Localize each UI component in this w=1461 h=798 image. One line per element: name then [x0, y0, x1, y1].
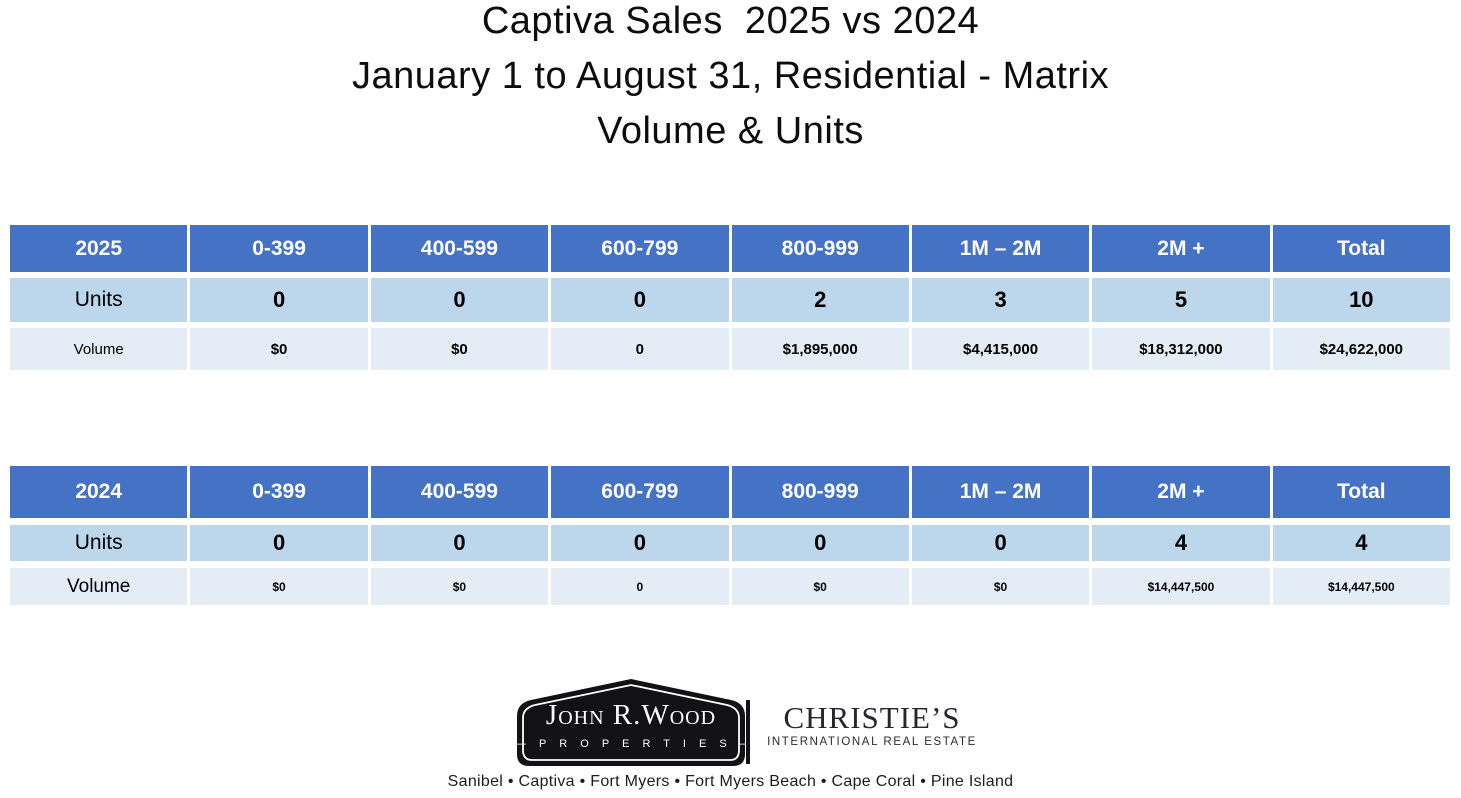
column-header: 1M – 2M — [911, 466, 1090, 518]
units-cell: 0 — [911, 525, 1090, 561]
title-line-3: Volume & Units — [597, 110, 864, 152]
christies-logo: CHRISTIE’S INTERNATIONAL REAL ESTATE — [762, 700, 982, 749]
column-header: 400-599 — [370, 466, 549, 518]
units-cell: 4 — [1092, 525, 1270, 561]
volume-cell: $4,415,000 — [911, 328, 1090, 370]
volume-cell: 0 — [551, 568, 729, 605]
units-total-cell: 10 — [1272, 278, 1450, 322]
volume-cell: $0 — [190, 568, 368, 605]
column-header: 0-399 — [190, 225, 368, 272]
title-line-2: January 1 to August 31, Residential - Ma… — [351, 55, 1110, 97]
john-r-wood-logo: John R.Wood — P R O P E R T I E S — — [515, 676, 756, 768]
volume-cell: $1,895,000 — [731, 328, 909, 370]
john-r-wood-wordmark: John R.Wood — [545, 699, 717, 731]
units-cell: 3 — [911, 278, 1090, 322]
volume-row-label: Volume — [10, 568, 188, 605]
column-header-total: Total — [1272, 466, 1450, 518]
christies-subtitle: INTERNATIONAL REAL ESTATE — [767, 736, 977, 748]
column-header: 2M + — [1092, 225, 1270, 272]
volume-total-cell: $24,622,000 — [1272, 328, 1450, 370]
properties-label: — P R O P E R T I E S — — [515, 738, 756, 750]
volume-cell: $0 — [911, 568, 1090, 605]
units-row-label: Units — [10, 525, 188, 561]
volume-cell: $0 — [370, 328, 549, 370]
column-header: 0-399 — [190, 466, 368, 518]
sales-table-2024: 2024 0-399 400-599 600-799 800-999 1M – … — [10, 466, 1450, 605]
volume-cell: $14,447,500 — [1092, 568, 1270, 605]
column-header: 600-799 — [551, 466, 729, 518]
service-areas-tagline: Sanibel • Captiva • Fort Myers • Fort My… — [447, 773, 1014, 790]
units-cell: 0 — [551, 278, 729, 322]
sales-table-2025: 2025 0-399 400-599 600-799 800-999 1M – … — [10, 225, 1450, 370]
units-total-cell: 4 — [1272, 525, 1450, 561]
units-cell: 0 — [370, 525, 549, 561]
volume-row-label: Volume — [10, 328, 188, 370]
title-line-1: Captiva Sales 2025 vs 2024 — [481, 0, 980, 42]
logo-divider — [746, 700, 750, 764]
column-header-total: Total — [1272, 225, 1450, 272]
units-cell: 0 — [370, 278, 549, 322]
column-header: 800-999 — [731, 225, 909, 272]
volume-cell: $18,312,000 — [1092, 328, 1270, 370]
column-header: 800-999 — [731, 466, 909, 518]
units-cell: 2 — [731, 278, 909, 322]
column-header: 400-599 — [370, 225, 549, 272]
volume-total-cell: $14,447,500 — [1272, 568, 1450, 605]
volume-cell: $0 — [731, 568, 909, 605]
column-header-year: 2025 — [10, 225, 188, 272]
volume-cell: $0 — [370, 568, 549, 605]
units-cell: 0 — [731, 525, 909, 561]
volume-cell: 0 — [551, 328, 729, 370]
units-cell: 0 — [190, 278, 368, 322]
slide-title: Captiva Sales 2025 vs 2024 January 1 to … — [0, 0, 1461, 159]
units-cell: 0 — [190, 525, 368, 561]
badge-shape-icon — [517, 679, 745, 766]
column-header-year: 2024 — [10, 466, 188, 518]
christies-wordmark: CHRISTIE’S — [783, 700, 961, 735]
units-row-label: Units — [10, 278, 188, 322]
units-cell: 0 — [551, 525, 729, 561]
column-header: 600-799 — [551, 225, 729, 272]
volume-cell: $0 — [190, 328, 368, 370]
column-header: 1M – 2M — [911, 225, 1090, 272]
units-cell: 5 — [1092, 278, 1270, 322]
column-header: 2M + — [1092, 466, 1270, 518]
